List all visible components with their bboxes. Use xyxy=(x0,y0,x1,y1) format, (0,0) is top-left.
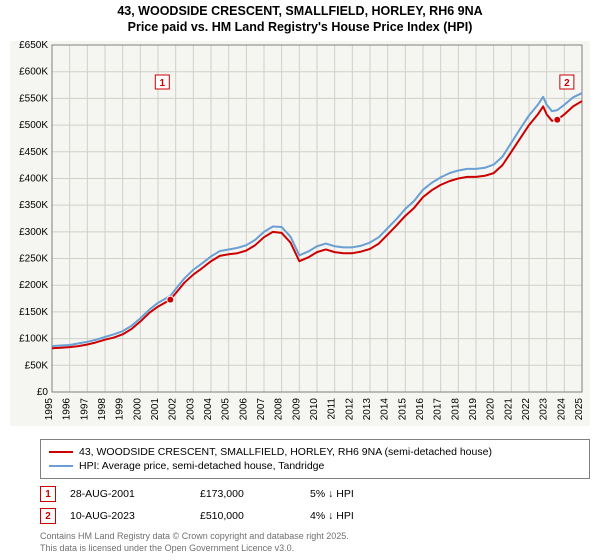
legend-label-hpi: HPI: Average price, semi-detached house,… xyxy=(79,460,324,472)
svg-text:2017: 2017 xyxy=(433,398,444,421)
legend-row-property: 43, WOODSIDE CRESCENT, SMALLFIELD, HORLE… xyxy=(49,445,581,459)
svg-text:£50K: £50K xyxy=(25,361,49,372)
svg-text:£400K: £400K xyxy=(19,174,48,185)
svg-text:£450K: £450K xyxy=(19,147,48,158)
svg-text:2011: 2011 xyxy=(327,398,338,420)
footnote-line-1: Contains HM Land Registry data © Crown c… xyxy=(40,531,590,542)
chart-container: 43, WOODSIDE CRESCENT, SMALLFIELD, HORLE… xyxy=(0,0,600,560)
svg-text:2007: 2007 xyxy=(256,398,267,421)
sale-delta: 4% ↓ HPI xyxy=(310,510,410,522)
svg-text:£350K: £350K xyxy=(19,200,48,211)
legend: 43, WOODSIDE CRESCENT, SMALLFIELD, HORLE… xyxy=(40,439,590,479)
svg-text:2022: 2022 xyxy=(521,398,532,421)
svg-text:2001: 2001 xyxy=(150,398,161,421)
sale-marker-2: 2 xyxy=(40,508,56,524)
svg-text:2006: 2006 xyxy=(238,398,249,421)
svg-text:2004: 2004 xyxy=(203,398,214,421)
sale-delta: 5% ↓ HPI xyxy=(310,488,410,500)
svg-text:£200K: £200K xyxy=(19,280,48,291)
svg-text:2000: 2000 xyxy=(132,398,143,421)
svg-text:£550K: £550K xyxy=(19,94,48,105)
svg-text:2008: 2008 xyxy=(274,398,285,421)
sale-row: 1 28-AUG-2001 £173,000 5% ↓ HPI xyxy=(40,483,590,505)
svg-text:£600K: £600K xyxy=(19,67,48,78)
svg-text:2009: 2009 xyxy=(291,398,302,421)
svg-text:2021: 2021 xyxy=(503,398,514,421)
svg-text:£0: £0 xyxy=(37,387,49,398)
svg-text:2012: 2012 xyxy=(344,398,355,421)
svg-text:£300K: £300K xyxy=(19,227,48,238)
svg-text:2024: 2024 xyxy=(556,398,567,421)
svg-text:2025: 2025 xyxy=(574,398,585,421)
svg-text:2018: 2018 xyxy=(450,398,461,421)
sale-date: 10-AUG-2023 xyxy=(70,510,200,522)
svg-text:£250K: £250K xyxy=(19,254,48,265)
svg-text:2014: 2014 xyxy=(380,398,391,421)
svg-text:2003: 2003 xyxy=(185,398,196,421)
svg-text:2023: 2023 xyxy=(539,398,550,421)
svg-text:£650K: £650K xyxy=(19,41,48,51)
svg-text:2002: 2002 xyxy=(168,398,179,421)
footnote: Contains HM Land Registry data © Crown c… xyxy=(40,531,590,554)
sale-price: £510,000 xyxy=(200,510,310,522)
svg-text:1999: 1999 xyxy=(115,398,126,421)
svg-text:2019: 2019 xyxy=(468,398,479,421)
title-line-1: 43, WOODSIDE CRESCENT, SMALLFIELD, HORLE… xyxy=(0,4,600,20)
svg-text:£500K: £500K xyxy=(19,120,48,131)
svg-text:1996: 1996 xyxy=(62,398,73,421)
svg-text:1: 1 xyxy=(160,78,166,89)
legend-swatch-property xyxy=(49,451,73,453)
legend-label-property: 43, WOODSIDE CRESCENT, SMALLFIELD, HORLE… xyxy=(79,446,492,458)
legend-row-hpi: HPI: Average price, semi-detached house,… xyxy=(49,459,581,473)
svg-text:2013: 2013 xyxy=(362,398,373,421)
legend-swatch-hpi xyxy=(49,465,73,467)
footnote-line-2: This data is licensed under the Open Gov… xyxy=(40,543,590,554)
sales-table: 1 28-AUG-2001 £173,000 5% ↓ HPI 2 10-AUG… xyxy=(40,483,590,527)
svg-text:1997: 1997 xyxy=(79,398,90,421)
title-block: 43, WOODSIDE CRESCENT, SMALLFIELD, HORLE… xyxy=(0,0,600,35)
svg-text:£150K: £150K xyxy=(19,307,48,318)
sale-row: 2 10-AUG-2023 £510,000 4% ↓ HPI xyxy=(40,505,590,527)
chart-area: £0 £50K £100K £150K £200K £250K £300K £350K £400… xyxy=(10,41,590,431)
svg-text:2016: 2016 xyxy=(415,398,426,421)
title-line-2: Price paid vs. HM Land Registry's House … xyxy=(0,20,600,36)
svg-text:2020: 2020 xyxy=(486,398,497,421)
svg-text:2: 2 xyxy=(564,78,570,89)
svg-text:1998: 1998 xyxy=(97,398,108,421)
svg-text:2005: 2005 xyxy=(221,398,232,421)
svg-text:£100K: £100K xyxy=(19,334,48,345)
svg-text:2015: 2015 xyxy=(397,398,408,421)
svg-text:1995: 1995 xyxy=(44,398,55,421)
svg-text:2010: 2010 xyxy=(309,398,320,421)
price-chart: £0 £50K £100K £150K £200K £250K £300K £350K £400… xyxy=(10,41,590,426)
sale-date: 28-AUG-2001 xyxy=(70,488,200,500)
sale-price: £173,000 xyxy=(200,488,310,500)
sale-marker-1: 1 xyxy=(40,486,56,502)
